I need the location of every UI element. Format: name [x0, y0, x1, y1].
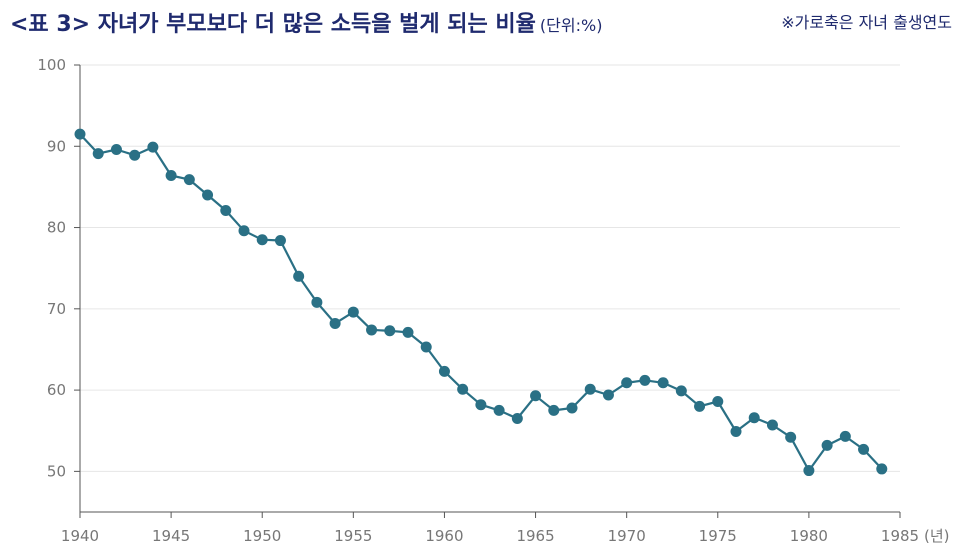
data-point-1958	[402, 326, 414, 338]
x-tick-label-1980: 1980	[790, 527, 828, 545]
data-point-1968	[584, 383, 596, 395]
data-point-1949	[238, 225, 250, 237]
chart-title: <표 3> 자녀가 부모보다 더 많은 소득을 벌게 되는 비율 (단위:%)	[10, 6, 602, 38]
data-point-1959	[420, 341, 432, 353]
data-point-1954	[329, 317, 341, 329]
data-point-1952	[293, 270, 305, 282]
data-point-1982	[839, 430, 851, 442]
data-point-1974	[694, 400, 706, 412]
y-tick-label-80: 80	[47, 219, 66, 237]
y-tick-label-70: 70	[47, 300, 66, 318]
y-tick-label-90: 90	[47, 137, 66, 155]
y-tick-labels: 50 60 70 80 90 100	[37, 56, 66, 480]
x-tick-label-1955: 1955	[334, 527, 372, 545]
data-point-1956	[366, 324, 378, 336]
x-tick-labels: 1940 1945 1950 1955 1960 1965 1970 1975 1980 1985…	[61, 527, 950, 545]
data-point-1951	[274, 235, 286, 247]
data-point-1957	[384, 325, 396, 337]
chart-title-text: <표 3> 자녀가 부모보다 더 많은 소득을 벌게 되는 비율	[10, 12, 536, 37]
data-point-1967	[566, 402, 578, 414]
data-point-1941	[92, 148, 104, 160]
x-unit-label: (년)	[924, 527, 950, 545]
data-point-1946	[183, 174, 195, 186]
axis-note: ※가로축은 자녀 출생연도	[781, 13, 952, 32]
x-tick-label-1965: 1965	[516, 527, 554, 545]
data-point-1953	[311, 296, 323, 308]
data-point-1984	[876, 463, 888, 475]
series-line-0	[79, 133, 883, 472]
data-point-1950	[256, 234, 268, 246]
data-point-1942	[110, 144, 122, 156]
data-point-1966	[548, 404, 560, 416]
data-point-1979	[785, 431, 797, 443]
data-point-1955	[347, 306, 359, 318]
data-point-1948	[220, 204, 232, 216]
data-point-1947	[202, 189, 214, 201]
data-point-1943	[129, 149, 141, 161]
x-tick-label-1950: 1950	[243, 527, 281, 545]
data-point-1964	[511, 413, 523, 425]
data-point-1981	[821, 439, 833, 451]
data-series	[74, 128, 888, 477]
data-point-1972	[657, 377, 669, 389]
data-point-1983	[858, 443, 870, 455]
x-tick-label-1960: 1960	[425, 527, 463, 545]
y-tick-label-60: 60	[47, 381, 66, 399]
data-point-1971	[639, 374, 651, 386]
data-point-1963	[493, 404, 505, 416]
y-tick-label-50: 50	[47, 462, 66, 480]
x-tick-label-1945: 1945	[152, 527, 190, 545]
x-tick-label-1940: 1940	[61, 527, 99, 545]
x-tick-label-1970: 1970	[608, 527, 646, 545]
data-point-1976	[730, 426, 742, 438]
data-point-1969	[602, 389, 614, 401]
y-tick-label-100: 100	[37, 56, 66, 74]
data-point-1973	[675, 385, 687, 397]
data-point-1962	[475, 399, 487, 411]
data-point-1961	[457, 383, 469, 395]
data-point-1975	[712, 395, 724, 407]
data-point-1965	[530, 390, 542, 402]
x-tick-label-1985: 1985	[881, 527, 919, 545]
data-point-1940	[74, 128, 86, 140]
data-point-1944	[147, 141, 159, 153]
data-point-1978	[766, 419, 778, 431]
grid-lines	[80, 64, 900, 472]
data-point-1945	[165, 170, 177, 182]
axes	[74, 64, 901, 518]
data-point-1970	[621, 377, 633, 389]
data-point-1960	[438, 365, 450, 377]
x-tick-label-1975: 1975	[699, 527, 737, 545]
unit-label: (단위:%)	[539, 16, 603, 35]
data-point-1980	[803, 465, 815, 477]
data-point-1977	[748, 412, 760, 424]
